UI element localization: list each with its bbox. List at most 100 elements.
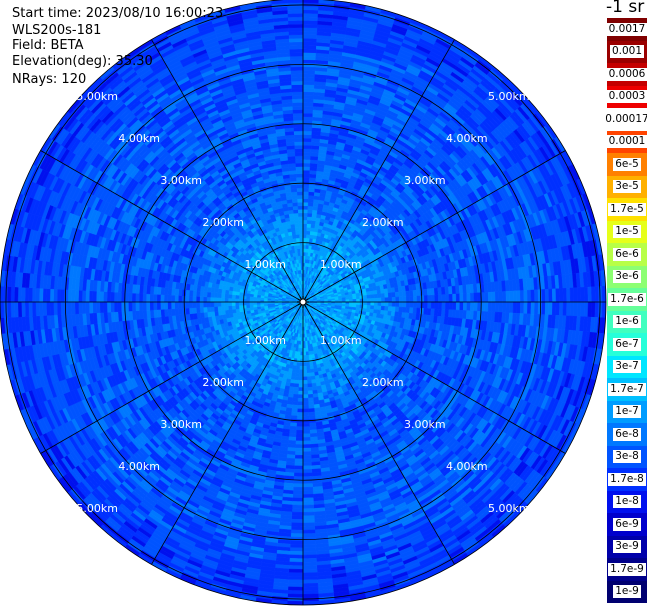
ppi-cell [580, 287, 585, 303]
ppi-cell [512, 301, 518, 314]
ppi-cell [544, 288, 550, 303]
ppi-cell [307, 216, 313, 221]
ppi-cell [391, 292, 396, 298]
ppi-cell [302, 52, 317, 57]
ppi-cell [362, 291, 368, 296]
ppi-cell [302, 48, 317, 54]
ppi-cell [555, 288, 560, 303]
ppi-cell [434, 294, 439, 303]
ppi-cell [594, 286, 600, 303]
ppi-cell [527, 301, 532, 315]
ppi-cell [548, 288, 553, 303]
ppi-cell [502, 291, 507, 303]
ppi-cell [384, 301, 389, 307]
ppi-cell [562, 287, 567, 303]
ppi-cell [302, 191, 309, 196]
ppi-cell [370, 305, 375, 310]
ppi-cell [309, 365, 314, 370]
ppi-cell [598, 286, 603, 303]
ppi-cell [394, 306, 400, 313]
ppi-cell [302, 440, 311, 445]
ppi-cell [302, 415, 310, 420]
ppi-cell [302, 372, 308, 378]
ppi-cell [466, 293, 471, 303]
ppi-cell [487, 301, 493, 313]
ppi-cell [409, 301, 414, 308]
ppi-cell [473, 292, 478, 303]
ppi-cell [302, 27, 318, 32]
ppi-cell [530, 301, 535, 315]
ppi-cell [495, 301, 500, 313]
ppi-cell [302, 226, 308, 232]
ppi-cell [402, 307, 407, 314]
ppi-cell [307, 205, 314, 211]
ppi-cell [302, 241, 307, 246]
ppi-cell [498, 301, 503, 313]
ppi-cell [302, 130, 313, 135]
ppi-cell [302, 180, 310, 185]
ppi-cell [445, 294, 450, 303]
ppi-cell [308, 404, 315, 410]
ppi-cell [398, 296, 404, 303]
ppi-cell [302, 234, 307, 239]
ppi-cell [559, 301, 564, 316]
ppi-cell [302, 205, 309, 210]
ppi-cell [395, 301, 400, 308]
ppi-cell [420, 295, 425, 303]
ppi-cell [307, 397, 314, 402]
ppi-cell [523, 301, 528, 314]
ppi-cell [308, 411, 316, 417]
ppi-cell [555, 301, 560, 316]
ppi-cell [302, 201, 309, 207]
ppi-cell [523, 290, 528, 303]
ppi-cell [302, 405, 309, 410]
ppi-cell [566, 301, 571, 317]
ppi-cell [302, 73, 316, 78]
ppi-cell [405, 307, 411, 314]
ppi-cell [302, 20, 318, 25]
ppi-cell [373, 293, 378, 299]
ppi-cell [591, 286, 596, 303]
ppi-cell [302, 162, 311, 167]
ppi-cell [402, 301, 407, 308]
ppi-cell [305, 362, 310, 367]
ppi-cell [530, 289, 535, 303]
ppi-cell [484, 301, 489, 312]
ppi-cell [302, 112, 314, 118]
ppi-cell [398, 306, 403, 313]
ppi-cell [302, 408, 309, 413]
ppi-cell [302, 59, 316, 64]
ppi-cell [363, 298, 368, 303]
ppi-cell [516, 290, 521, 303]
ppi-cell [302, 23, 318, 29]
ppi-cell [384, 297, 389, 303]
ppi-cell [302, 209, 309, 214]
ppi-cell [302, 444, 311, 449]
ppi-cell [302, 362, 307, 367]
ppi-cell [505, 301, 510, 314]
ppi-cell [302, 397, 309, 403]
ppi-cell [308, 198, 315, 203]
ppi-cell [413, 295, 418, 303]
ppi-cell [302, 16, 319, 21]
ppi-cell [416, 295, 421, 303]
ppi-cell [302, 219, 308, 224]
ppi-cell [302, 0, 320, 4]
ppi-cell [302, 13, 319, 18]
ppi-cell [302, 155, 311, 160]
ppi-cell [306, 376, 312, 381]
ppi-cell [307, 383, 313, 388]
ppi-cell [537, 301, 543, 315]
ppi-cell [348, 296, 354, 300]
ppi-cell [307, 386, 313, 392]
ppi-cell [381, 297, 386, 303]
ppi-cell [352, 298, 357, 303]
ppi-cell [308, 191, 315, 196]
ppi-cell [302, 365, 307, 370]
ppi-cell [452, 301, 457, 311]
ppi-cell [302, 55, 317, 61]
ppi-cell [398, 291, 403, 298]
ppi-cell [302, 194, 309, 199]
ppi-cell [420, 301, 425, 309]
ppi-cell [470, 292, 475, 303]
